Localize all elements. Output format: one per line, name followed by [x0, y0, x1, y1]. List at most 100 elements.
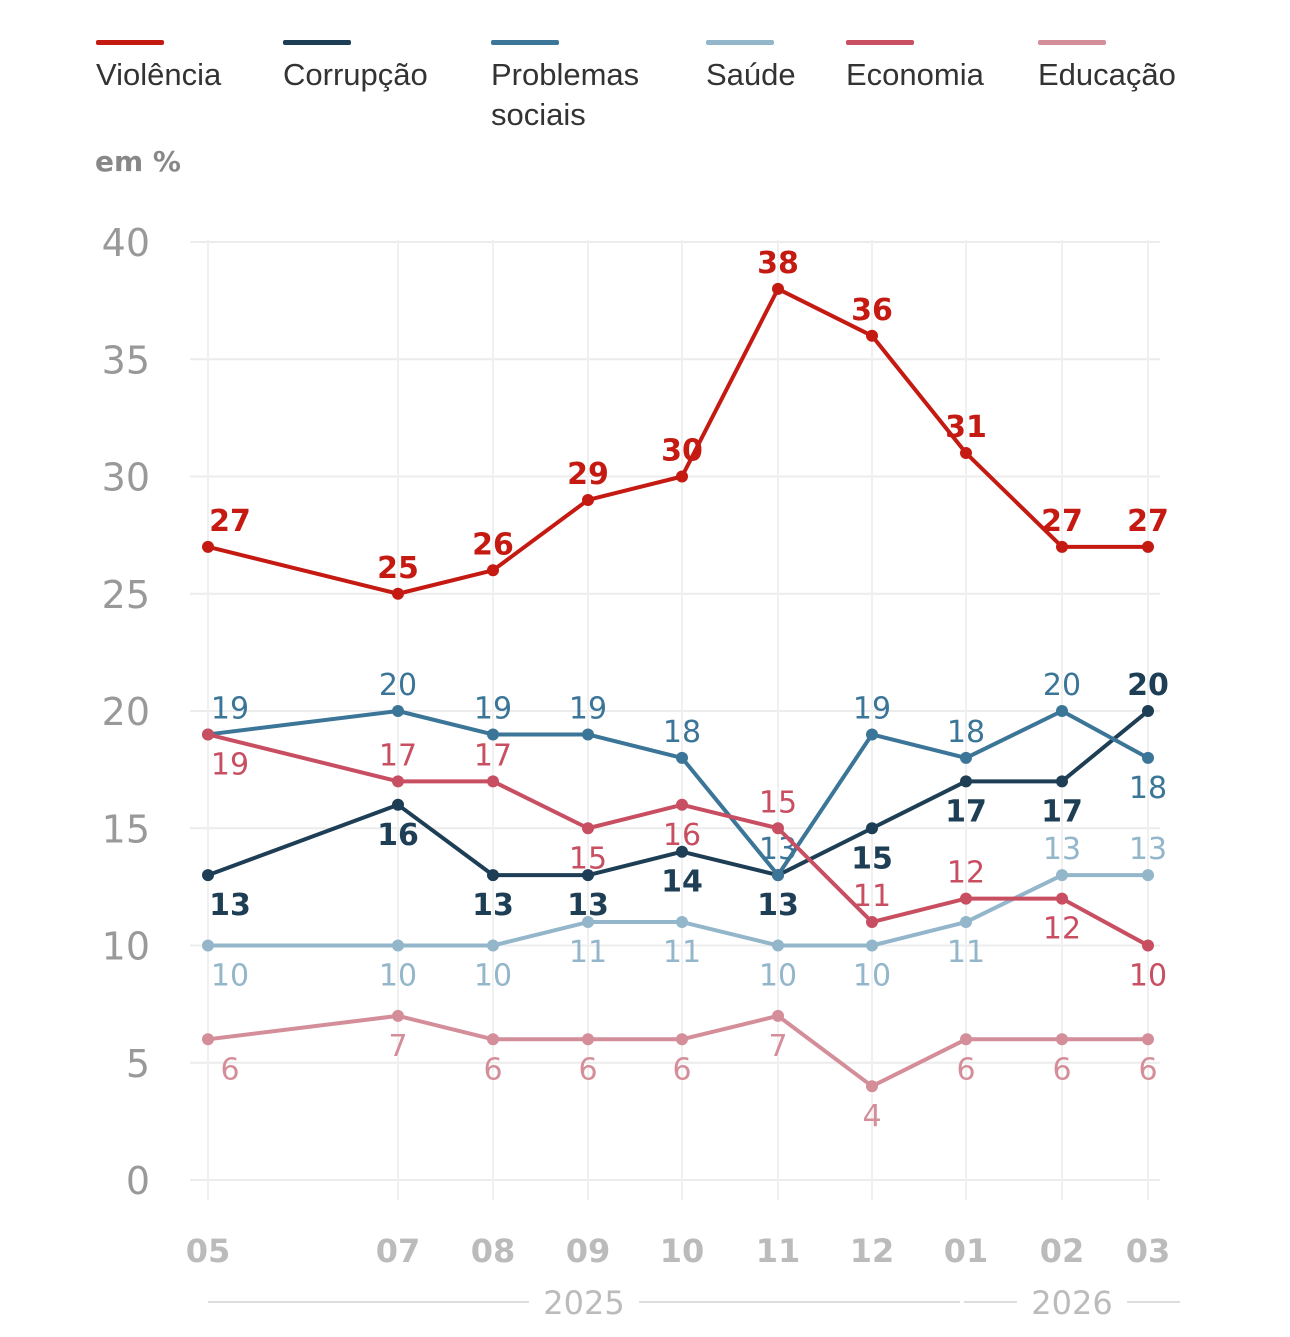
data-label: 11 [663, 935, 701, 970]
data-label: 18 [1129, 771, 1167, 806]
data-label: 12 [947, 856, 985, 891]
data-point [487, 1033, 499, 1046]
data-label: 17 [945, 794, 987, 829]
data-point [202, 1033, 214, 1046]
data-label: 19 [211, 691, 249, 726]
data-point [392, 587, 404, 600]
data-point [676, 798, 688, 811]
data-label: 20 [1043, 668, 1081, 703]
unit-label: em % [95, 145, 181, 178]
data-point [676, 470, 688, 483]
legend-item-educacao: Educação [1038, 40, 1176, 95]
data-point [866, 728, 878, 741]
data-label: 13 [1043, 832, 1081, 867]
data-label: 7 [768, 1029, 787, 1064]
data-label: 15 [851, 841, 893, 876]
data-point [866, 822, 878, 835]
data-point [1142, 869, 1154, 882]
data-label: 16 [377, 818, 419, 853]
legend-label: Violência [96, 57, 222, 92]
data-label: 13 [209, 888, 251, 923]
legend-swatch [283, 40, 351, 45]
y-tick-label: 35 [102, 338, 150, 382]
data-point [392, 939, 404, 952]
data-label: 10 [379, 959, 417, 994]
data-label: 31 [945, 410, 987, 445]
legend-swatch [1038, 40, 1106, 45]
data-label: 20 [379, 668, 417, 703]
legend-item-corrupcao: Corrupção [283, 40, 428, 95]
legend-label: Corrupção [283, 57, 428, 92]
legend-swatch [96, 40, 164, 45]
data-point [487, 939, 499, 952]
x-tick-label: 11 [756, 1232, 801, 1270]
data-label: 11 [853, 879, 891, 914]
legend-swatch [491, 40, 559, 45]
data-label: 18 [663, 715, 701, 750]
data-point [960, 916, 972, 929]
data-point [960, 751, 972, 764]
data-label: 13 [1129, 832, 1167, 867]
x-tick-label: 08 [471, 1232, 516, 1270]
data-point [960, 892, 972, 905]
legend-label: Problemas sociais [491, 57, 640, 132]
data-label: 6 [578, 1052, 597, 1087]
data-label: 10 [474, 959, 512, 994]
data-label: 6 [672, 1052, 691, 1087]
data-point [772, 1009, 784, 1022]
data-point [1056, 869, 1068, 882]
data-point [582, 869, 594, 882]
data-label: 27 [1041, 504, 1083, 539]
data-point [487, 775, 499, 788]
data-point [202, 728, 214, 741]
data-label: 10 [1129, 959, 1167, 994]
data-point [487, 869, 499, 882]
y-tick-label: 10 [102, 925, 150, 969]
data-label: 38 [757, 246, 799, 281]
data-label: 17 [474, 738, 512, 773]
data-point [392, 1009, 404, 1022]
series-line-violência [207, 286, 1148, 596]
y-tick-label: 30 [102, 456, 150, 500]
data-point [1142, 540, 1154, 553]
data-point [202, 939, 214, 952]
data-label: 13 [759, 832, 797, 867]
data-label: 15 [759, 785, 797, 820]
data-point [1142, 705, 1154, 717]
data-label: 7 [388, 1029, 407, 1064]
x-tick-label: 01 [944, 1232, 989, 1270]
legend-swatch [706, 40, 774, 45]
data-label: 17 [1041, 794, 1083, 829]
data-point [772, 822, 784, 835]
data-point [960, 775, 972, 788]
legend-label: Economia [846, 57, 984, 92]
x-tick-label: 03 [1126, 1232, 1171, 1270]
data-point [772, 282, 784, 295]
data-label: 6 [483, 1052, 502, 1087]
data-label: 29 [567, 457, 609, 492]
legend-label: Saúde [706, 57, 796, 92]
data-point [582, 493, 594, 506]
data-point [487, 728, 499, 741]
data-point [960, 1033, 972, 1046]
data-label: 11 [947, 935, 985, 970]
legend-item-violencia: Violência [96, 40, 221, 95]
data-label: 27 [1127, 504, 1169, 539]
x-tick-label: 10 [660, 1232, 705, 1270]
data-label: 19 [474, 691, 512, 726]
data-label: 20 [1127, 668, 1169, 703]
data-label: 10 [759, 959, 797, 994]
data-point [866, 916, 878, 929]
x-tick-label: 07 [376, 1232, 421, 1270]
data-label: 19 [569, 691, 607, 726]
y-tick-label: 40 [102, 221, 150, 265]
data-label: 13 [757, 888, 799, 923]
data-point [866, 939, 878, 952]
data-point [582, 916, 594, 929]
data-point [866, 1080, 878, 1093]
y-tick-label: 25 [102, 573, 150, 617]
legend-item-problemas-sociais: Problemas sociais [491, 40, 671, 135]
data-label: 36 [851, 293, 893, 328]
data-label: 10 [853, 959, 891, 994]
